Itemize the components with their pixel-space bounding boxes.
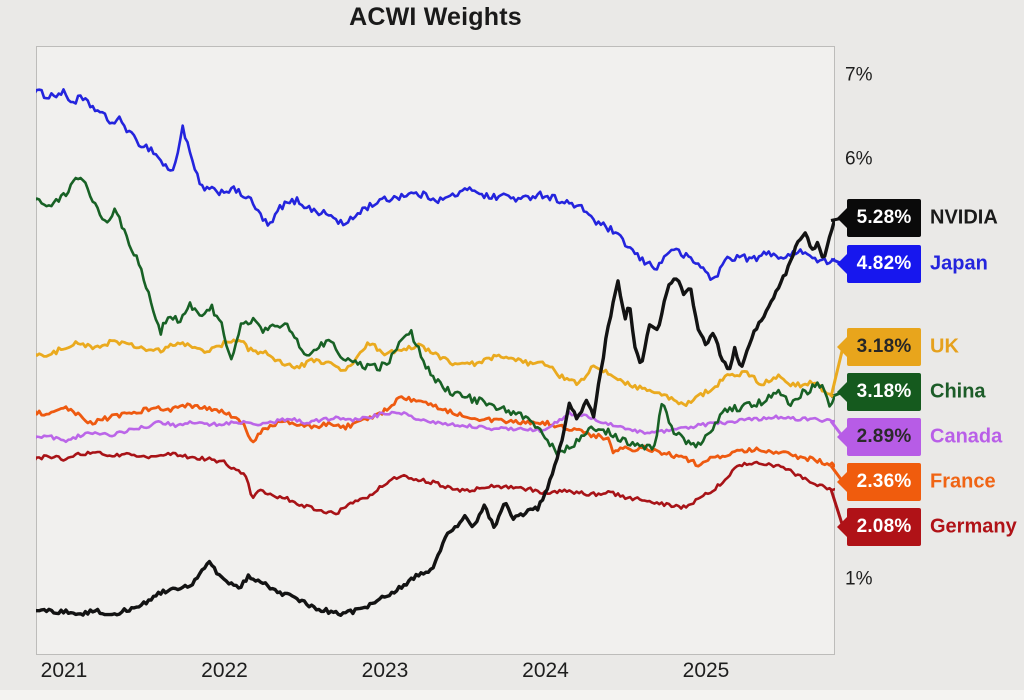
series-label-france[interactable]: France bbox=[930, 470, 996, 493]
tag-value: 5.28% bbox=[856, 207, 912, 228]
tag-value: 2.36% bbox=[856, 471, 912, 492]
series-tag-china[interactable]: 3.18% bbox=[837, 373, 921, 411]
series-tag-france[interactable]: 2.36% bbox=[837, 463, 921, 501]
x-tick-2025: 2025 bbox=[682, 659, 730, 682]
tag-pointer-icon bbox=[837, 253, 848, 275]
series-tag-germany[interactable]: 2.08% bbox=[837, 508, 921, 546]
tag-pointer-icon bbox=[837, 426, 848, 448]
series-label-canada[interactable]: Canada bbox=[930, 425, 1003, 448]
y-tick-6%: 6% bbox=[845, 148, 873, 170]
x-tick-2023: 2023 bbox=[361, 659, 409, 682]
series-line-nvidia bbox=[36, 218, 835, 617]
x-tick-2022: 2022 bbox=[201, 659, 248, 682]
tag-value: 2.89% bbox=[856, 426, 912, 447]
tag-pointer-icon bbox=[837, 207, 848, 229]
series-line-france bbox=[36, 395, 835, 468]
tag-value: 3.18% bbox=[856, 381, 912, 402]
series-label-uk[interactable]: UK bbox=[930, 335, 959, 358]
series-line-japan bbox=[36, 88, 835, 281]
tag-value: 3.18% bbox=[856, 336, 912, 357]
bottom-strip bbox=[0, 690, 1024, 700]
series-tag-nvidia[interactable]: 5.28% bbox=[837, 199, 921, 237]
series-label-germany[interactable]: Germany bbox=[930, 515, 1017, 538]
series-tag-uk[interactable]: 3.18% bbox=[837, 328, 921, 366]
tag-pointer-icon bbox=[837, 471, 848, 493]
tag-pointer-icon bbox=[837, 381, 848, 403]
series-line-uk bbox=[36, 338, 835, 407]
tag-value: 2.08% bbox=[856, 516, 912, 537]
x-tick-2024: 2024 bbox=[522, 659, 569, 682]
series-label-nvidia[interactable]: NVIDIA bbox=[930, 206, 998, 229]
chart-title: ACWI Weights bbox=[349, 3, 522, 31]
series-line-germany bbox=[36, 450, 835, 516]
series-label-china[interactable]: China bbox=[930, 380, 986, 403]
series-line-china bbox=[36, 176, 835, 457]
tag-pointer-icon bbox=[837, 516, 848, 538]
series-tag-canada[interactable]: 2.89% bbox=[837, 418, 921, 456]
x-tick-2021: 2021 bbox=[40, 659, 88, 682]
series-label-japan[interactable]: Japan bbox=[930, 252, 988, 275]
y-tick-7%: 7% bbox=[845, 64, 873, 86]
tag-value: 4.82% bbox=[856, 253, 912, 274]
y-tick-1%: 1% bbox=[845, 568, 873, 590]
series-line-canada bbox=[36, 410, 835, 444]
series-tag-japan[interactable]: 4.82% bbox=[837, 245, 921, 283]
tag-pointer-icon bbox=[837, 336, 848, 358]
plot-area bbox=[36, 46, 835, 655]
